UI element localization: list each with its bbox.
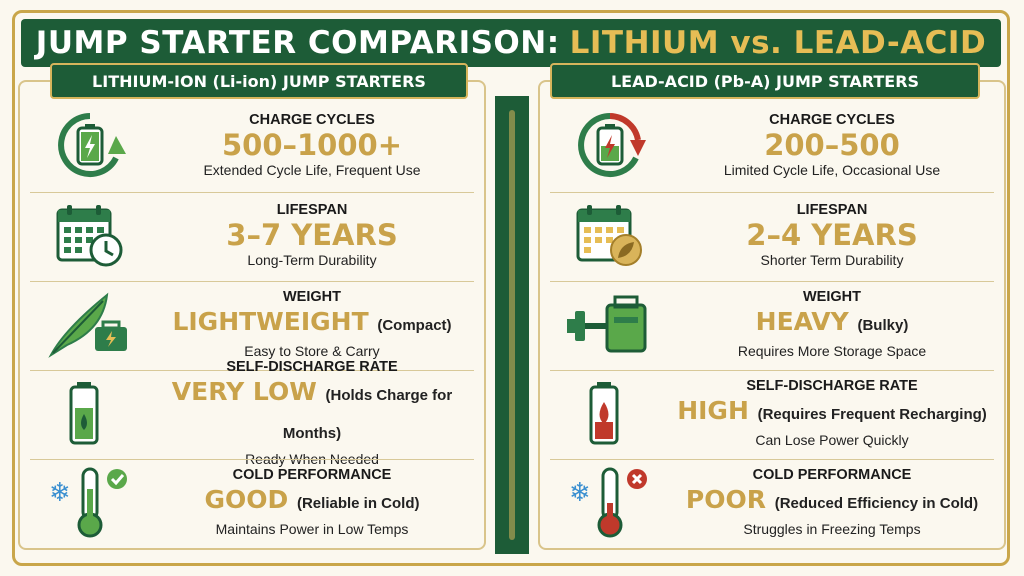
- row-value: 2–4 YEARS: [746, 218, 918, 252]
- row-label: WEIGHT: [283, 289, 341, 305]
- row-label: SELF-DISCHARGE RATE: [226, 359, 398, 375]
- title-part2: LITHIUM vs. LEAD-ACID: [569, 25, 987, 61]
- lithium-row-self-discharge: SELF-DISCHARGE RATE VERY LOW (Holds Char…: [30, 359, 474, 467]
- lithium-row-cold-performance: ❄ COLD PERFORMANCE GOOD (Reliable in Col…: [30, 459, 474, 545]
- row-label: CHARGE CYCLES: [769, 112, 895, 128]
- dumbbell-battery-icon: [550, 281, 670, 367]
- row-subtext: Struggles in Freezing Temps: [743, 521, 921, 537]
- row-value: POOR: [685, 485, 766, 514]
- lead-acid-row-cold-performance: ❄ COLD PERFORMANCE POOR (Reduced Efficie…: [550, 459, 994, 545]
- row-label: LIFESPAN: [796, 202, 868, 218]
- svg-text:❄: ❄: [569, 478, 591, 508]
- calendar-clock-icon: [30, 192, 150, 278]
- calendar-leaf-icon: [550, 192, 670, 278]
- row-value: LIGHTWEIGHT: [172, 307, 369, 336]
- battery-cycle-down-icon: [550, 102, 670, 188]
- row-divider: [30, 192, 474, 193]
- row-note: (Compact): [377, 317, 452, 334]
- lead-acid-panel-header: LEAD-ACID (Pb-A) JUMP STARTERS: [550, 63, 980, 99]
- lithium-row-charge-cycles: CHARGE CYCLES 500–1000+ Extended Cycle L…: [30, 102, 474, 188]
- page-title: JUMP STARTER COMPARISON: LITHIUM vs. LEA…: [21, 19, 1001, 67]
- row-divider: [550, 459, 994, 460]
- row-subtext: Maintains Power in Low Temps: [215, 521, 409, 537]
- row-label: COLD PERFORMANCE: [752, 467, 912, 483]
- row-value: HEAVY: [755, 307, 849, 336]
- row-label: WEIGHT: [803, 289, 861, 305]
- row-value: 500–1000+: [221, 128, 403, 162]
- row-note: (Reliable in Cold): [296, 495, 420, 512]
- row-value: VERY LOW: [171, 377, 317, 406]
- feather-battery-icon: [30, 281, 150, 367]
- lithium-row-lifespan: LIFESPAN 3–7 YEARS Long-Term Durability: [30, 192, 474, 278]
- row-value: 200–500: [764, 128, 900, 162]
- svg-text:❄: ❄: [49, 478, 71, 508]
- row-subtext: Requires More Storage Space: [737, 343, 927, 359]
- row-label: SELF-DISCHARGE RATE: [746, 378, 918, 394]
- lithium-panel-header: LITHIUM-ION (Li-ion) JUMP STARTERS: [50, 63, 468, 99]
- lead-acid-row-lifespan: LIFESPAN 2–4 YEARS Shorter Term Durabili…: [550, 192, 994, 278]
- row-divider: [550, 192, 994, 193]
- lead-acid-row-charge-cycles: CHARGE CYCLES 200–500 Limited Cycle Life…: [550, 102, 994, 188]
- title-part1: JUMP STARTER COMPARISON:: [35, 25, 560, 61]
- center-divider: [495, 96, 529, 554]
- row-divider: [30, 281, 474, 282]
- row-value: HIGH: [677, 396, 749, 425]
- row-label: COLD PERFORMANCE: [232, 467, 392, 483]
- row-label: LIFESPAN: [276, 202, 348, 218]
- thermometer-x-icon: ❄: [550, 459, 670, 545]
- lead-acid-row-self-discharge: SELF-DISCHARGE RATE HIGH (Requires Frequ…: [550, 370, 994, 456]
- row-divider: [550, 281, 994, 282]
- row-note: (Bulky): [857, 317, 909, 334]
- row-subtext: Long-Term Durability: [247, 252, 377, 268]
- thermometer-check-icon: ❄: [30, 459, 150, 545]
- row-divider: [550, 370, 994, 371]
- row-value: GOOD: [204, 485, 289, 514]
- row-subtext: Shorter Term Durability: [760, 252, 904, 268]
- battery-drop-green-icon: [30, 370, 150, 456]
- lead-acid-row-weight: WEIGHT HEAVY (Bulky) Requires More Stora…: [550, 281, 994, 367]
- battery-drop-red-icon: [550, 370, 670, 456]
- row-label: CHARGE CYCLES: [249, 112, 375, 128]
- row-value: 3–7 YEARS: [226, 218, 398, 252]
- row-note: (Requires Frequent Recharging): [757, 406, 987, 423]
- row-subtext: Limited Cycle Life, Occasional Use: [723, 162, 941, 178]
- row-divider: [30, 370, 474, 371]
- lithium-panel: LITHIUM-ION (Li-ion) JUMP STARTERS CHARG…: [18, 63, 486, 550]
- row-divider: [30, 459, 474, 460]
- row-subtext: Can Lose Power Quickly: [755, 432, 909, 448]
- row-subtext: Easy to Store & Carry: [244, 343, 380, 359]
- lead-acid-panel: LEAD-ACID (Pb-A) JUMP STARTERS CHARGE CY…: [538, 63, 1006, 550]
- row-subtext: Extended Cycle Life, Frequent Use: [203, 162, 421, 178]
- battery-cycle-up-icon: [30, 102, 150, 188]
- lithium-row-weight: WEIGHT LIGHTWEIGHT (Compact) Easy to Sto…: [30, 281, 474, 367]
- row-note: (Reduced Efficiency in Cold): [774, 495, 979, 512]
- row-note: (Holds Charge for Months): [282, 387, 453, 442]
